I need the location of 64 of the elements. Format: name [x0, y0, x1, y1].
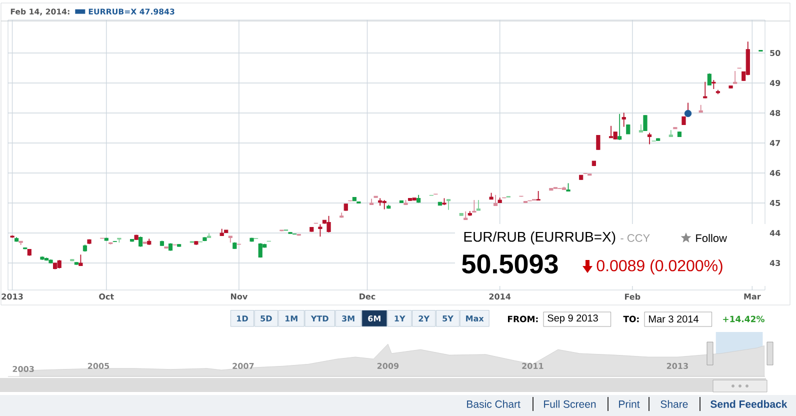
- text: Sep 9 2013: [548, 314, 598, 324]
- text: Basic Chart: [467, 400, 520, 408]
- candlestick: [647, 132, 652, 145]
- annotation: 0.0089 (0.0200%): [596, 260, 722, 274]
- text: +14.42%: [723, 316, 764, 322]
- text: Share: [660, 400, 688, 408]
- x-tick-label: Mar: [744, 294, 761, 300]
- y-tick-label: 46: [770, 170, 780, 176]
- candlestick: [446, 198, 451, 210]
- x-tick-label: 2014: [489, 294, 511, 300]
- annotation: 2003: [12, 366, 34, 372]
- text: Print: [619, 400, 640, 408]
- candlestick: [318, 224, 322, 238]
- annotation: - CCY: [620, 234, 650, 242]
- candlestick: [258, 242, 262, 258]
- annotation: Follow: [696, 234, 728, 242]
- candlestick: [326, 215, 331, 233]
- x-tick-label: 2009: [377, 362, 399, 369]
- candlestick: [643, 114, 648, 132]
- annotation: EUR/RUB (EURRUB=X): [464, 231, 616, 245]
- y-tick-label: 45: [770, 200, 780, 206]
- text: 5Y: [442, 316, 454, 322]
- candlestick: [596, 134, 600, 150]
- y-tick-label: 47: [770, 140, 780, 146]
- candlestick: [138, 236, 143, 248]
- text: Mar 3 2014: [649, 315, 698, 323]
- x-tick-label: Feb: [625, 294, 640, 300]
- text: YTD: [310, 316, 328, 322]
- x-tick-label: 2011: [522, 362, 544, 369]
- y-tick-label: 48: [770, 110, 780, 116]
- y-tick-label: 49: [770, 80, 780, 86]
- x-tick-label: 2007: [232, 362, 254, 369]
- x-tick-label: Dec: [360, 294, 376, 300]
- candlestick: [733, 70, 738, 84]
- text: 1Y: [394, 316, 406, 322]
- candlestick: [476, 200, 480, 211]
- candlestick: [382, 200, 386, 210]
- text: 1D: [237, 316, 248, 322]
- text: 3M: [342, 315, 354, 322]
- text: Max: [466, 316, 484, 322]
- text: 1M: [286, 316, 298, 322]
- candlestick: [712, 80, 716, 90]
- y-tick-label: 50: [770, 50, 780, 56]
- y-tick-label: 44: [770, 230, 780, 236]
- x-tick-label: Oct: [99, 294, 114, 300]
- candlestick: [622, 112, 626, 128]
- y-tick-label: 43: [770, 260, 780, 266]
- text: FROM:: [508, 316, 538, 322]
- candlestick: [608, 125, 614, 138]
- candlestick: [472, 200, 476, 214]
- x-tick-label: 2013: [2, 294, 23, 300]
- candlestick: [703, 81, 708, 99]
- text: 5D: [260, 316, 272, 322]
- candlestick: [536, 190, 540, 201]
- text: 6M: [368, 315, 380, 322]
- x-tick-label: 2005: [88, 362, 110, 369]
- annotation: 50.5093: [462, 254, 558, 274]
- text: TO:: [623, 316, 639, 322]
- x-tick-label: Nov: [230, 294, 248, 300]
- candlestick: [618, 113, 622, 140]
- text: Full Screen: [544, 400, 596, 408]
- x-tick-label: 2013: [666, 362, 688, 369]
- text: 2Y: [418, 316, 430, 322]
- text: Send Feedback: [710, 400, 788, 408]
